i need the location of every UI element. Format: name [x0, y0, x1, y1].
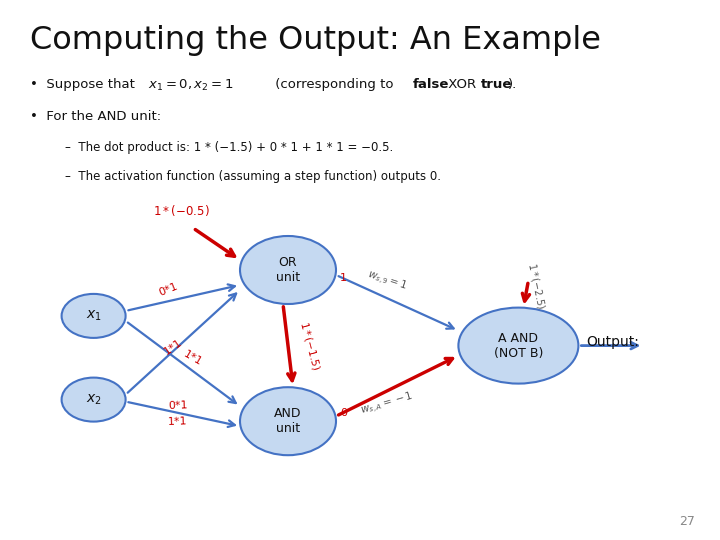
Ellipse shape: [62, 294, 125, 338]
Text: –  The dot product is: 1 * (−1.5) + 0 * 1 + 1 * 1 = −0.5.: – The dot product is: 1 * (−1.5) + 0 * 1…: [65, 141, 393, 154]
Text: $w_{s,A}=-1$: $w_{s,A}=-1$: [359, 389, 415, 418]
Text: OR
unit: OR unit: [276, 256, 300, 284]
Text: •  For the AND unit:: • For the AND unit:: [30, 110, 161, 123]
Text: A AND
(NOT B): A AND (NOT B): [494, 332, 543, 360]
Text: •  Suppose that: • Suppose that: [30, 78, 139, 91]
Text: (corresponding to: (corresponding to: [271, 78, 397, 91]
Text: $1*(-2.5)$: $1*(-2.5)$: [525, 261, 548, 310]
Text: –  The activation function (assuming a step function) outputs 0.: – The activation function (assuming a st…: [65, 170, 441, 183]
Text: $1 * (-0.5)$: $1 * (-0.5)$: [153, 203, 210, 218]
Ellipse shape: [240, 387, 336, 455]
Text: ).: ).: [508, 78, 517, 91]
Text: 1*1: 1*1: [168, 416, 188, 427]
Ellipse shape: [62, 377, 125, 422]
Text: Output:: Output:: [586, 335, 639, 349]
Text: $x_1 = 0, x_2 = 1$: $x_1 = 0, x_2 = 1$: [148, 78, 233, 93]
Text: 27: 27: [679, 515, 695, 528]
Text: $w_{s,9}=1$: $w_{s,9}=1$: [365, 267, 409, 294]
Text: 1: 1: [340, 273, 347, 283]
Text: 0: 0: [340, 408, 347, 418]
Text: 1*1: 1*1: [182, 349, 204, 368]
Text: 0*1: 0*1: [168, 401, 188, 411]
Text: Computing the Output: An Example: Computing the Output: An Example: [30, 25, 601, 56]
Text: $x_2$: $x_2$: [86, 393, 102, 407]
Text: $x_1$: $x_1$: [86, 309, 102, 323]
Ellipse shape: [240, 236, 336, 304]
Text: 1*1: 1*1: [162, 338, 184, 357]
Text: 0*1: 0*1: [157, 282, 179, 298]
Text: XOR: XOR: [444, 78, 480, 91]
Text: $1*(-1.5)$: $1*(-1.5)$: [297, 320, 323, 372]
Ellipse shape: [459, 308, 578, 383]
Text: true: true: [481, 78, 513, 91]
Text: false: false: [413, 78, 449, 91]
Text: AND
unit: AND unit: [274, 407, 302, 435]
